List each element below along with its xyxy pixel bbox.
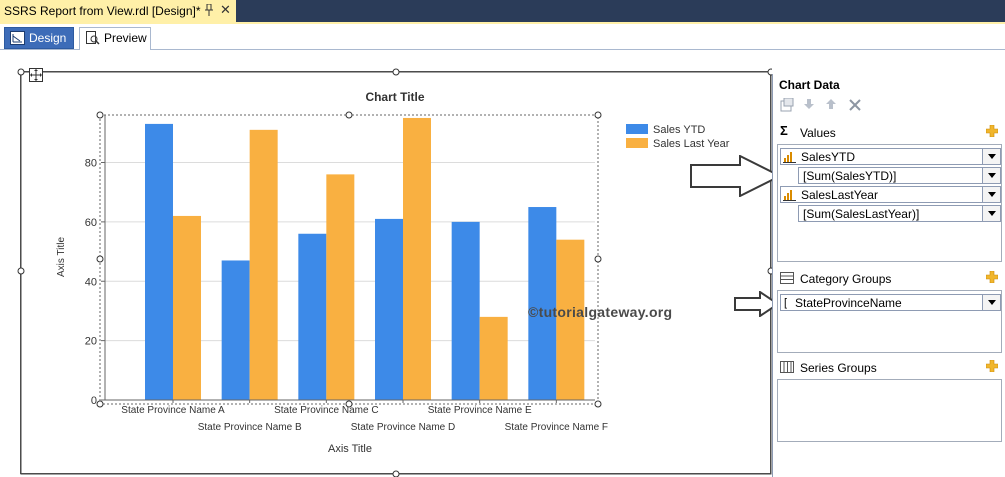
document-tab-underline [0,22,1005,24]
tab-preview-label: Preview [104,31,147,45]
category-group-label: StateProvinceName [795,296,902,310]
bar-sales-last-year[interactable] [403,117,431,400]
document-tab-title: SSRS Report from View.rdl [Design]* [4,4,201,18]
bar-chart-icon [783,190,796,201]
category-groups-box[interactable]: [ StateProvinceName [777,290,1002,353]
move-up-icon[interactable] [823,98,839,114]
y-tick-label: 40 [85,276,97,288]
chevron-down-icon[interactable] [982,187,1000,202]
chevron-down-icon[interactable] [982,295,1000,310]
arrow-right-icon [690,155,782,197]
chart-data-toolbar [777,97,877,116]
x-tick-label: State Province Name F [505,422,608,433]
group-bracket-icon: [ [784,297,788,309]
document-tab-strip: SSRS Report from View.rdl [Design]* ✕ [0,0,1005,22]
chart-axes: 0 20 40 60 80 State Province Name A State Prov… [85,115,608,433]
category-groups-icon [780,272,794,284]
bar-sales-last-year[interactable] [326,174,355,400]
y-tick-label: 0 [91,395,97,407]
design-icon [10,31,25,45]
document-tab[interactable]: SSRS Report from View.rdl [Design]* ✕ [0,0,236,22]
chart-title[interactable]: Chart Title [365,90,424,104]
add-icon[interactable] [986,360,998,372]
value-field-sales-ytd[interactable]: SalesYTD [780,148,1001,165]
bar-chart-icon [783,152,796,163]
value-expression-label: [Sum(SalesLastYear)] [803,207,920,221]
plot-area-handles [96,111,602,408]
chart-legend: Sales YTD Sales Last Year [626,124,730,150]
x-tick-label: State Province Name D [351,422,456,433]
x-tick-label: State Province Name C [274,405,379,416]
values-box[interactable]: SalesYTD [Sum(SalesYTD)] SalesLastYear [… [777,144,1002,262]
y-tick-label: 60 [85,217,97,229]
y-tick-label: 80 [85,158,97,170]
add-icon[interactable] [986,271,998,283]
category-groups-label: Category Groups [800,272,892,286]
legend-label: Sales YTD [653,124,705,136]
chart-bars [145,117,585,400]
x-tick-label: State Province Name A [121,405,225,416]
arrow-right-icon [734,291,780,317]
x-tick-label: State Province Name E [428,405,532,416]
move-down-icon[interactable] [801,98,817,114]
properties-icon[interactable] [779,97,795,114]
category-groups-header: Category Groups [773,268,1005,290]
bar-sales-last-year[interactable] [479,316,508,400]
chevron-down-icon[interactable] [982,206,1000,221]
value-field-label: SalesLastYear [801,188,878,202]
sigma-icon: Σ [780,123,788,138]
bar-sales-ytd[interactable] [298,233,327,400]
chart-selection-handles [17,68,772,477]
x-tick-label: State Province Name B [198,422,302,433]
value-field-sales-last-year[interactable]: SalesLastYear [780,186,1001,203]
chevron-down-icon[interactable] [982,168,1000,183]
value-expression-sales-last-year[interactable]: [Sum(SalesLastYear)] [798,205,1001,222]
bar-sales-last-year[interactable] [173,215,201,400]
add-icon[interactable] [986,125,998,137]
view-tabs: Design Preview [0,24,1005,50]
preview-icon [86,31,100,45]
legend-swatch [626,124,648,134]
y-tick-label: 20 [85,336,97,348]
chart-data-pane: Chart Data Σ Values SalesYTD [S [772,74,1005,477]
series-groups-label: Series Groups [800,361,877,375]
tab-design-label: Design [29,31,67,45]
close-icon[interactable]: ✕ [220,2,231,17]
watermark: ©tutorialgateway.org [528,304,673,320]
chevron-down-icon[interactable] [982,149,1000,164]
bar-sales-last-year[interactable] [556,239,585,400]
bar-sales-ytd[interactable] [528,207,557,400]
chart-data-title: Chart Data [779,78,840,92]
legend-swatch [626,138,648,148]
x-axis-title[interactable]: Axis Title [328,443,372,455]
chart[interactable]: 0 20 40 60 80 State Province Name A State Prov… [0,0,772,477]
bar-sales-ytd[interactable] [145,123,173,400]
bar-sales-ytd[interactable] [375,218,403,400]
legend-label: Sales Last Year [653,138,730,150]
tab-preview[interactable]: Preview [79,27,151,50]
series-groups-header: Series Groups [773,357,1005,379]
series-groups-icon [780,361,794,373]
delete-icon[interactable] [847,98,863,114]
series-groups-box[interactable] [777,379,1002,442]
value-expression-label: [Sum(SalesYTD)] [803,169,897,183]
bar-sales-ytd[interactable] [221,260,250,400]
value-expression-sales-ytd[interactable]: [Sum(SalesYTD)] [798,167,1001,184]
tab-design[interactable]: Design [4,27,74,49]
bar-sales-ytd[interactable] [451,221,480,400]
values-section-header: Σ Values [773,122,1005,144]
pin-icon[interactable] [204,4,214,16]
y-axis-title[interactable]: Axis Title [56,237,67,277]
category-group-state-province-name[interactable]: [ StateProvinceName [780,294,1001,311]
values-label: Values [800,126,836,140]
move-handle-icon[interactable] [29,68,43,82]
value-field-label: SalesYTD [801,150,856,164]
bar-sales-last-year[interactable] [249,129,278,400]
